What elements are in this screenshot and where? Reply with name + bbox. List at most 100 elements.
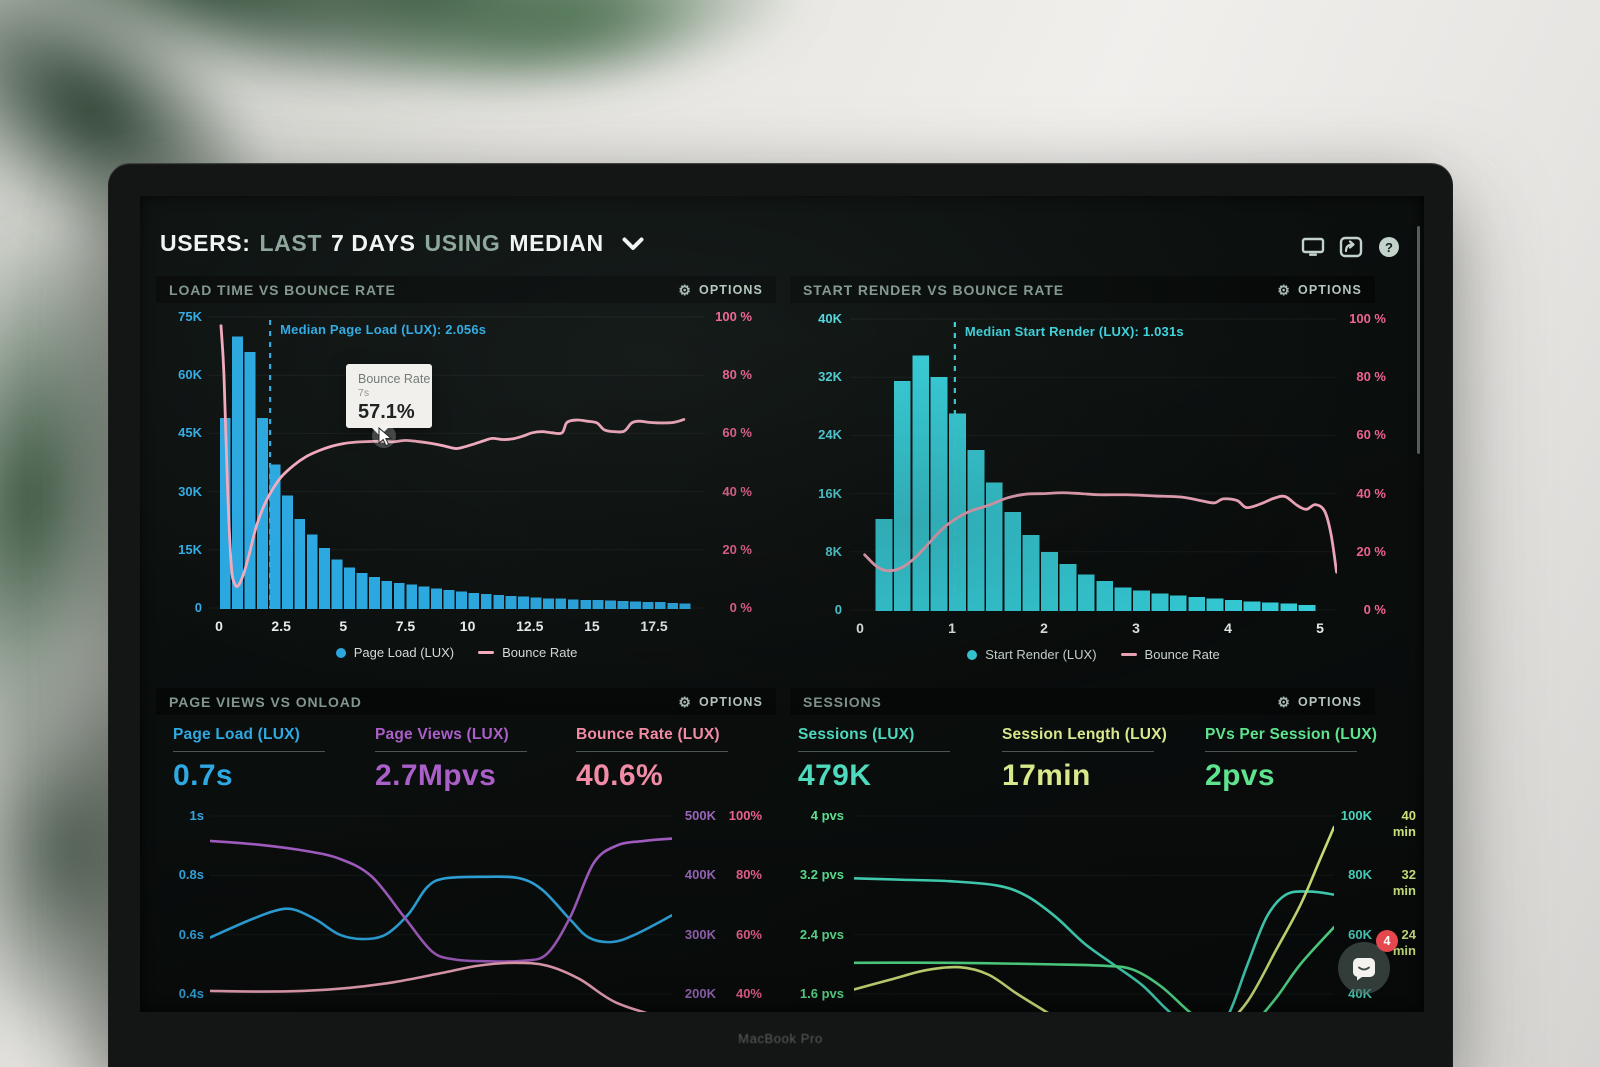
legend-swatch [335,647,346,658]
metric: Session Length (LUX) 17min [1002,726,1177,793]
bar [893,380,911,611]
panel-header: PAGE VIEWS VS ONLOAD ⚙ OPTIONS [156,688,776,715]
legend: Start Render (LUX) Bounce Rate [850,647,1337,662]
y-axis-tick-right: 60 % [722,425,752,441]
x-axis-tick: 1 [948,620,956,636]
bar [1041,551,1058,611]
legend-label: Bounce Rate [1144,647,1220,662]
bar [1077,574,1095,611]
bar [493,595,505,609]
metric: Bounce Rate (LUX) 40.6% [576,726,751,793]
y-axis-tick-left: 0.4s [178,986,204,1001]
chart-start-render-vs-bounce-rate[interactable]: 40K 32K 24K 16K 8K 0 100 % 80 % 60 % 40 % 20 % 0 % M… [790,276,1386,682]
y-axis-tick-right: 80K [1348,867,1372,883]
bar [368,576,380,609]
bar [580,599,592,609]
bar [306,534,318,609]
legend-label: Start Render (LUX) [985,647,1097,662]
options-button[interactable]: ⚙ OPTIONS [1277,695,1362,709]
y-axis-tick-right: 20 % [1356,543,1386,559]
bar [443,590,455,609]
bar [431,588,442,609]
bar [1022,535,1040,611]
panel-header: START RENDER VS BOUNCE RATE ⚙ OPTIONS [790,276,1375,303]
legend-item[interactable]: Bounce Rate [1120,647,1220,662]
bar [1004,511,1022,611]
metric-label: Page Load (LUX) [173,726,301,743]
y-axis-tick-right: 500K [684,808,716,823]
plant-leaf [141,0,719,114]
scrollbar[interactable] [1417,226,1420,454]
options-button[interactable]: ⚙ OPTIONS [678,695,763,709]
dashboard-title-dropdown[interactable]: USERS: LAST 7 DAYS USING MEDIAN [160,230,644,257]
bar [269,464,281,609]
legend-item[interactable]: Bounce Rate [478,645,577,660]
metric-value: 479K [798,759,872,792]
bar [1298,604,1316,611]
metric-value: 40.6% [576,759,664,792]
median-label: Median Page Load (LUX): 2.056s [280,322,487,337]
x-axis-tick: 10 [459,618,476,634]
bar-series [219,336,691,609]
metric-underline [576,751,728,752]
panel-title: SESSIONS [803,693,882,710]
y-axis-tick-right: 20 % [722,541,752,557]
metric-label: Page Views (LUX) [375,726,509,743]
plant-leaf [322,0,818,119]
x-axis-tick: 12.5 [516,618,544,634]
bar [232,336,244,609]
bar [912,355,930,611]
bar [592,600,604,609]
bar [1261,602,1279,611]
metric-underline [798,751,950,752]
metric-label: PVs Per Session (LUX) [1205,726,1378,743]
bar [1280,603,1298,611]
options-button[interactable]: ⚙ OPTIONS [678,283,763,297]
options-label: OPTIONS [1298,694,1362,709]
plot-area [854,815,1334,1012]
chevron-down-icon [622,237,644,250]
panel-page-views-vs-onload: PAGE VIEWS VS ONLOAD ⚙ OPTIONS Page Load … [156,688,776,1012]
legend-item[interactable]: Start Render (LUX) [967,647,1097,662]
chart-page-views-vs-onload[interactable]: 1s 0.8s 0.6s 0.4s 500K 400K 300K 200K 100% 80% 60%… [156,688,776,1012]
share-icon[interactable] [1338,234,1364,260]
bar [1243,601,1261,611]
panel-title: START RENDER VS BOUNCE RATE [803,281,1065,298]
y-axis-tick-left: 16K [818,485,842,501]
display-icon[interactable] [1300,234,1326,260]
y-axis-tick-right: 400K [684,867,716,883]
bar-series [875,355,1316,611]
y-axis-tick-left: 45K [178,425,202,441]
chart-load-time-vs-bounce-rate[interactable]: 75K 60K 45K 30K 15K 0 100 % 80 % 60 % 40 % 20 % 0 %… [156,276,776,682]
chat-badge: 4 [1376,930,1398,952]
y-axis-tick-right: 60 % [1356,427,1386,443]
laptop-bezel: USERS: LAST 7 DAYS USING MEDIAN ? [108,163,1453,1067]
y-axis-tick-left: 0.6s [178,926,204,942]
plot-area [850,318,1337,611]
plant-leaf [0,0,496,144]
options-button[interactable]: ⚙ OPTIONS [1277,283,1362,297]
bar [406,584,418,609]
help-icon[interactable]: ? [1376,234,1402,260]
page-title: USERS: LAST 7 DAYS USING MEDIAN [160,230,613,257]
bar [244,351,256,609]
y-axis-tick-right: 100 % [715,309,752,324]
series-line [854,825,1334,1012]
bar [930,377,948,611]
metric: Page Views (LUX) 2.7Mpvs [375,726,550,793]
gear-icon: ⚙ [678,693,693,710]
y-axis-tick-right: 80% [735,867,762,883]
legend-item[interactable]: Page Load (LUX) [335,645,454,660]
legend-swatch [967,649,978,660]
metric-value: 17min [1002,759,1091,792]
bar [654,602,666,609]
y-axis-tick-left: 40K [818,311,842,326]
bar [1206,598,1224,611]
y-axis-tick-left: 1.6 pvs [799,986,844,1001]
bar [257,417,268,609]
y-axis-tick-right: 80 % [722,367,752,383]
bezel-label: MacBook Pro [738,1031,823,1046]
gear-icon: ⚙ [1277,281,1292,298]
metric: PVs Per Session (LUX) 2pvs [1205,726,1380,793]
